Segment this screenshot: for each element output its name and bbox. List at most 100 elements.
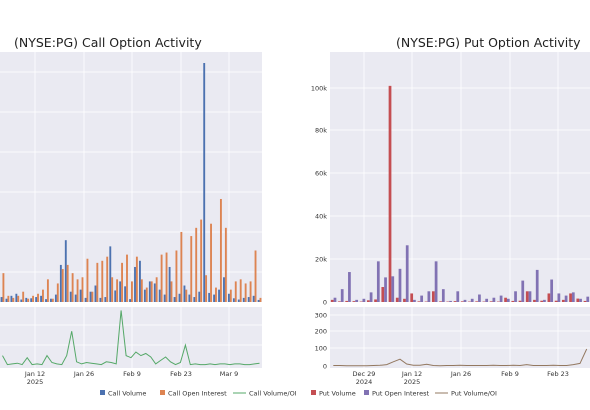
- put-volume-bar: [547, 293, 551, 302]
- call-volume-bar: [20, 299, 23, 302]
- put-x-tick-label: 2024: [356, 378, 373, 386]
- call-volume-bar: [69, 291, 72, 302]
- put-x-tick-label: Feb 23: [547, 370, 569, 378]
- call-volume-bar: [10, 295, 13, 302]
- legend-swatch: [100, 390, 105, 395]
- call-oi-bar: [215, 287, 217, 302]
- put-oi-bar: [420, 295, 424, 302]
- call-volume-bar: [252, 295, 255, 302]
- call-oi-bar: [42, 289, 44, 302]
- put-volume-bar: [489, 301, 493, 302]
- call-volume-bar: [193, 297, 196, 302]
- call-oi-bar: [2, 273, 5, 302]
- put-oi-bar: [499, 295, 503, 302]
- put-volume-bar: [431, 291, 435, 302]
- put-y-tick-label: 100k: [311, 85, 327, 93]
- put-volume-bar: [504, 297, 507, 302]
- call-volume-bar: [153, 283, 156, 302]
- call-volume-bar: [143, 289, 146, 302]
- put-oi-bar: [478, 294, 481, 302]
- put-oi-bar: [355, 299, 359, 302]
- call-volume-bar: [129, 299, 131, 302]
- call-volume-bar: [109, 246, 112, 302]
- put-volume-bar: [352, 301, 356, 302]
- put-volume-bar: [338, 301, 341, 302]
- put-volume-bar: [540, 300, 544, 302]
- put-volume-bar: [576, 298, 580, 302]
- put-volume-bar: [417, 301, 421, 302]
- put-volume-bar: [518, 300, 522, 302]
- put-volume-bar: [475, 301, 479, 302]
- put-oi-bar: [369, 292, 373, 302]
- call-volume-bar: [124, 286, 127, 302]
- call-oi-bar: [37, 293, 39, 302]
- call-x-tick-label: Feb 9: [123, 370, 141, 378]
- call-volume-bar: [232, 298, 235, 302]
- call-volume-bar: [168, 266, 171, 302]
- call-volume-bar: [79, 289, 82, 302]
- call-oi-bar: [61, 269, 64, 302]
- put-oi-bar: [398, 268, 402, 302]
- call-oi-bar: [224, 227, 227, 302]
- call-volume-bar: [183, 285, 186, 302]
- put-oi-bar: [456, 291, 460, 302]
- call-volume-bar: [247, 297, 250, 302]
- call-oi-bar: [12, 297, 15, 302]
- put-oi-bar: [470, 298, 474, 302]
- put-ratio-grid: [330, 307, 590, 368]
- put-oi-bar: [528, 291, 532, 302]
- call-oi-bar: [249, 281, 252, 302]
- legend-label: Put Volume/OI: [451, 390, 497, 398]
- call-volume-bar: [45, 299, 47, 302]
- call-oi-bar: [254, 250, 257, 302]
- call-volume-bar: [139, 260, 141, 302]
- put-oi-bar: [384, 277, 387, 302]
- put-volume-bar: [460, 301, 464, 302]
- call-volume-bar: [237, 299, 240, 302]
- put-oi-bar: [391, 276, 395, 302]
- put-volume-bar: [395, 297, 399, 302]
- put-oi-bar: [535, 269, 539, 302]
- call-oi-bar: [210, 223, 212, 302]
- legend-swatch: [160, 390, 165, 395]
- put-oi-bar: [333, 297, 337, 302]
- call-oi-bar: [111, 277, 114, 302]
- put-x-tick-label: Dec 29: [353, 370, 376, 378]
- put-oi-bar: [543, 299, 546, 302]
- call-oi-bar: [185, 289, 188, 302]
- put-oi-bar: [550, 279, 554, 302]
- put-oi-bar: [340, 289, 344, 302]
- put-volume-bar: [511, 300, 515, 302]
- call-volume-bar: [94, 285, 97, 302]
- call-oi-bar: [71, 273, 74, 302]
- call-ratio-grid: [0, 307, 262, 368]
- call-oi-bar: [259, 297, 262, 302]
- call-volume-bar: [173, 297, 176, 302]
- call-x-tick-label: Jan 12: [24, 370, 45, 378]
- put-ratio-y-tick-label: 0: [323, 363, 327, 371]
- put-y-tick-label: 60k: [315, 170, 327, 178]
- put-oi-bar: [463, 299, 467, 302]
- put-oi-bar: [506, 298, 510, 302]
- put-volume-bar: [569, 293, 572, 302]
- put-oi-bar: [405, 245, 409, 302]
- put-volume-bar: [410, 293, 414, 302]
- call-oi-bar: [17, 295, 20, 302]
- call-oi-bar: [150, 281, 153, 302]
- call-volume-bar: [158, 289, 161, 302]
- put-y-tick-label: 0: [323, 299, 327, 307]
- call-oi-bar: [86, 258, 89, 302]
- put-x-tick-label: Feb 9: [501, 370, 519, 378]
- put-volume-bar: [554, 300, 558, 302]
- call-oi-bar: [180, 231, 183, 302]
- call-ratio-line: [2, 310, 260, 366]
- put-y-ticks: 0 20k 40k 60k 80k 100k: [311, 85, 327, 307]
- call-x-tick-label: 2025: [27, 378, 44, 386]
- call-oi-bar: [81, 277, 84, 302]
- put-volume-bar: [345, 300, 349, 302]
- call-oi-bar: [135, 256, 138, 302]
- call-oi-bar: [91, 291, 94, 302]
- call-oi-bar: [106, 256, 109, 302]
- put-oi-bar: [413, 299, 416, 302]
- put-x-tick-label: Jan 26: [450, 370, 471, 378]
